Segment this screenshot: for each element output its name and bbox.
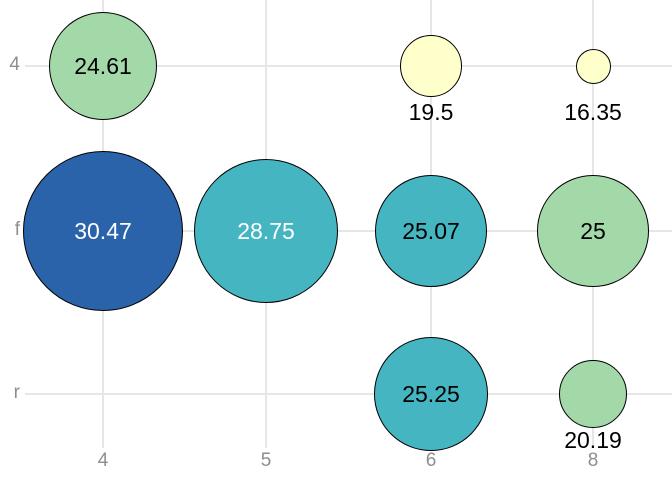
bubble-value-label: 24.61 bbox=[74, 53, 132, 79]
bubble-value-label: 25.25 bbox=[402, 381, 460, 407]
grid-line-horizontal bbox=[25, 65, 672, 67]
bubble bbox=[575, 48, 611, 84]
x-axis-tick-label: 6 bbox=[425, 450, 437, 471]
bubble bbox=[193, 158, 339, 304]
bubble-value-label: 30.47 bbox=[74, 218, 132, 244]
bubble-value-label: 20.19 bbox=[564, 427, 622, 453]
y-axis-tick-label: 4 bbox=[9, 54, 20, 75]
bubble bbox=[537, 175, 649, 287]
bubble bbox=[558, 359, 628, 429]
bubble-value-label: 25.07 bbox=[402, 218, 460, 244]
x-axis-tick-label: 4 bbox=[97, 450, 109, 471]
bubble bbox=[23, 151, 183, 311]
y-axis-tick-label: r bbox=[13, 382, 20, 403]
bubble-value-label: 19.5 bbox=[408, 99, 454, 125]
bubble bbox=[374, 337, 488, 451]
bubble bbox=[374, 174, 488, 288]
x-axis-tick-label: 5 bbox=[260, 450, 272, 471]
bubble bbox=[399, 34, 463, 98]
bubble-value-label: 28.75 bbox=[237, 218, 295, 244]
grid-line-horizontal bbox=[25, 230, 672, 232]
bubble-value-label: 25 bbox=[580, 218, 606, 244]
bubble bbox=[48, 11, 158, 121]
bubble-value-label: 16.35 bbox=[564, 99, 622, 125]
grid-line-horizontal bbox=[25, 393, 672, 395]
x-axis-tick-label: 8 bbox=[587, 450, 599, 471]
y-axis-tick-label: f bbox=[14, 219, 20, 240]
